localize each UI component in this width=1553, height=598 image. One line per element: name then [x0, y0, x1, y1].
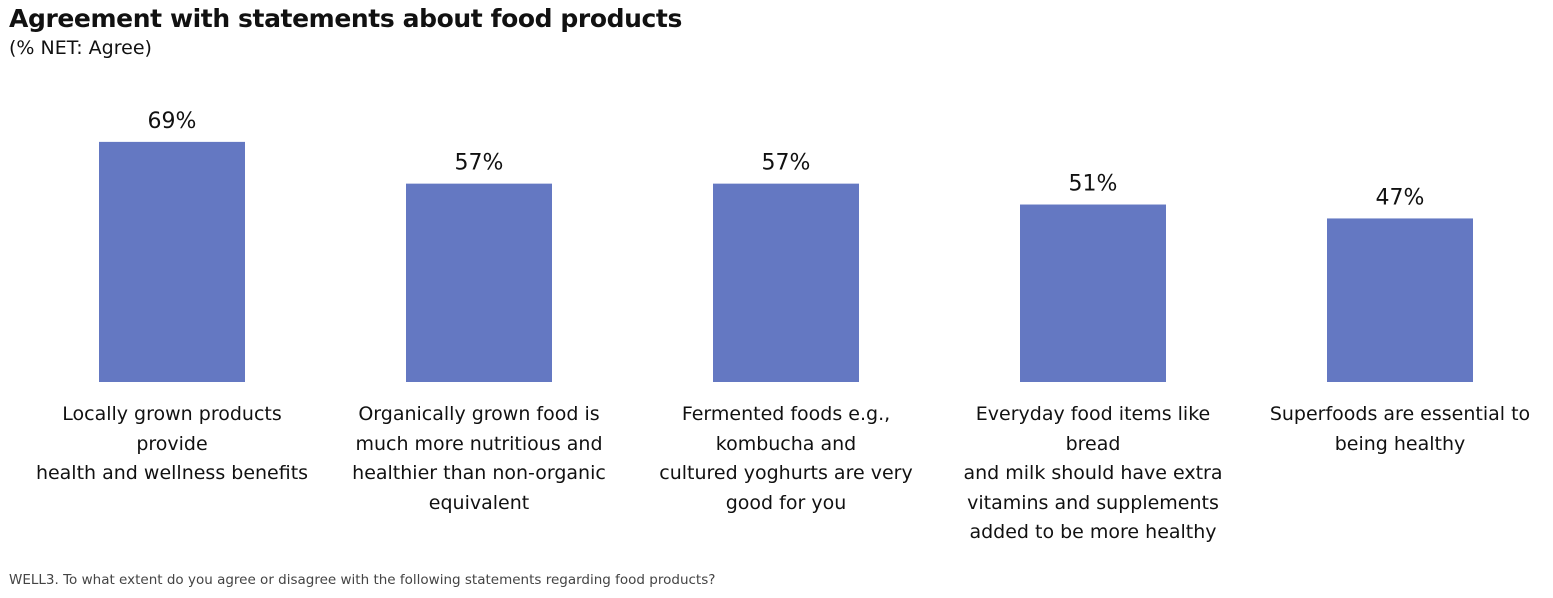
category-label-line: Locally grown products provide	[62, 403, 282, 455]
chart-subtitle: (% NET: Agree)	[9, 37, 152, 59]
bar-3	[713, 183, 859, 382]
category-label-line: healthier than non-organic	[352, 462, 606, 484]
category-label-line: Organically grown food is	[358, 403, 600, 425]
category-label-3: Fermented foods e.g., kombucha and culture…	[641, 400, 931, 518]
category-label-line: added to be more healthy	[969, 521, 1217, 543]
value-label-5: 47%	[1376, 185, 1425, 210]
category-label-line: good for you	[725, 491, 847, 514]
bar-4	[1020, 204, 1166, 382]
bar-5	[1327, 218, 1473, 382]
category-label-line: health and wellness benefits	[35, 462, 309, 484]
category-label-2: Organically grown food is much more nutri…	[334, 400, 624, 518]
category-label-5: Superfoods are essential to being healthy	[1255, 400, 1545, 459]
value-label-3: 57%	[762, 151, 811, 176]
value-label-4: 51%	[1069, 172, 1118, 197]
value-label-2: 57%	[455, 151, 504, 176]
value-label-1: 69%	[148, 109, 197, 134]
category-label-4: Everyday food items like bread and milk s…	[948, 400, 1238, 548]
chart-title: Agreement with statements about food pro…	[9, 4, 682, 33]
category-label-line: vitamins and supplements	[967, 491, 1219, 514]
bar-1	[99, 141, 245, 382]
category-label-line: Superfoods are essential to	[1269, 403, 1531, 425]
category-label-line: cultured yoghurts are very	[659, 462, 913, 484]
category-label-line: Fermented foods e.g.,	[681, 403, 891, 425]
category-label-line: equivalent	[428, 491, 530, 514]
bar-2	[406, 183, 552, 382]
category-label-line: kombucha and	[715, 432, 857, 455]
category-label-line: much more nutritious and	[355, 432, 603, 455]
category-label-line: Everyday food items like bread	[975, 403, 1211, 455]
category-label-line: being healthy	[1334, 432, 1466, 455]
footnote: WELL3. To what extent do you agree or di…	[9, 572, 716, 588]
category-label-line: and milk should have extra	[963, 462, 1223, 484]
category-label-1: Locally grown products provide health and…	[27, 400, 317, 489]
